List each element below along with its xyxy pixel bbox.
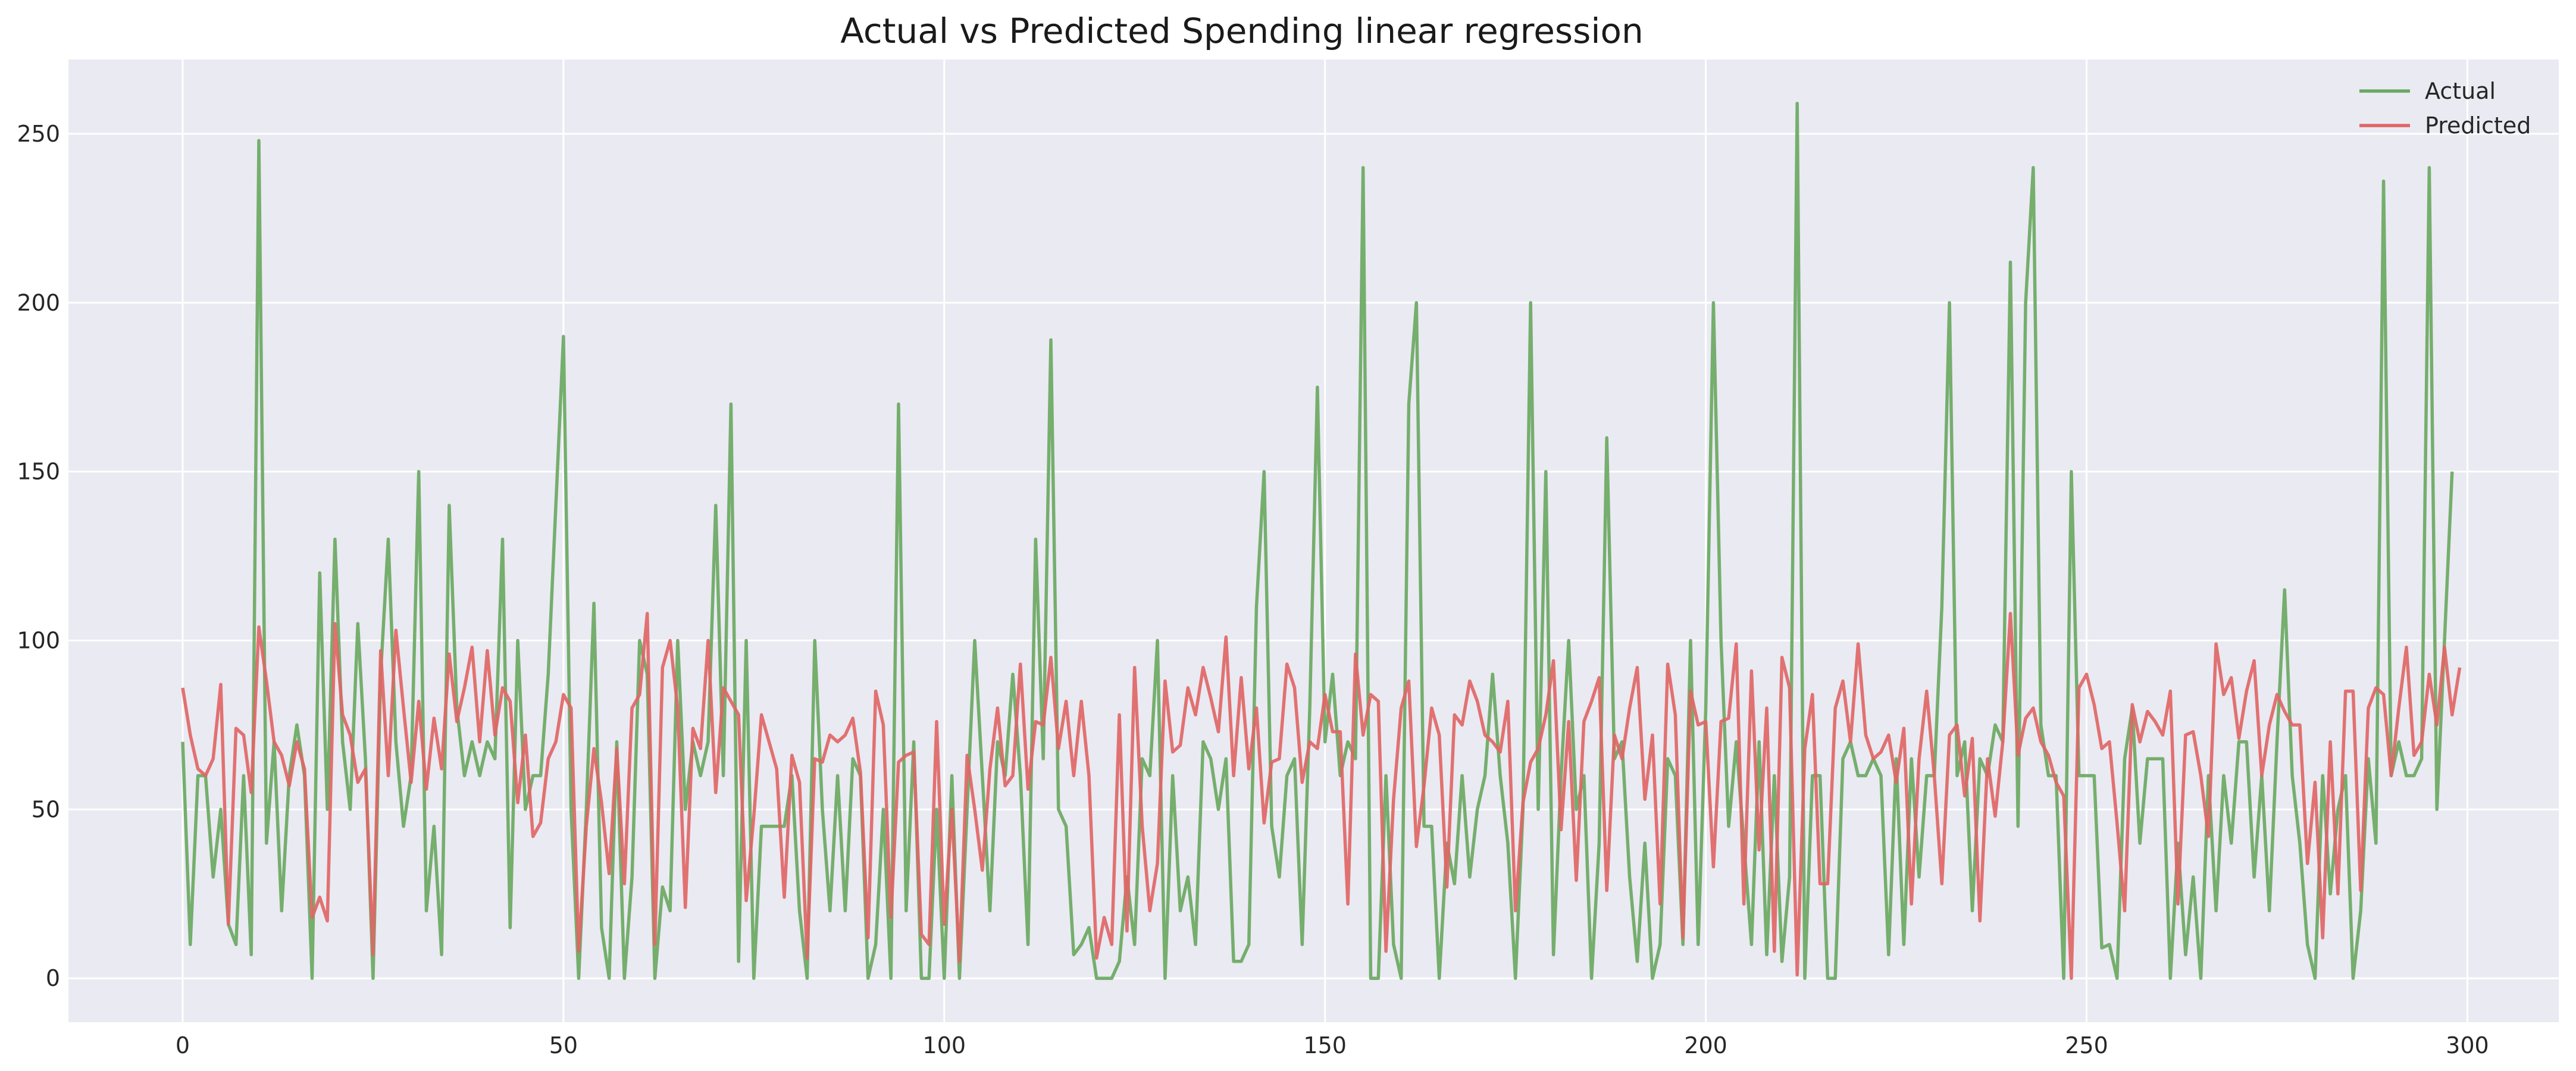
legend: Actual Predicted (2359, 78, 2531, 139)
x-tick-label: 150 (1303, 1032, 1347, 1059)
x-tick-label: 100 (923, 1032, 966, 1059)
legend-label-predicted: Predicted (2425, 112, 2531, 139)
chart-title: Actual vs Predicted Spending linear regr… (840, 11, 1643, 51)
x-tick-label: 200 (1684, 1032, 1727, 1059)
grid-lines (68, 60, 2559, 1022)
legend-label-actual: Actual (2425, 78, 2496, 104)
y-tick-label: 200 (17, 290, 60, 316)
x-tick-label: 300 (2446, 1032, 2489, 1059)
y-tick-label: 100 (17, 627, 60, 653)
y-tick-label: 150 (17, 459, 60, 485)
tick-labels: 0 50 100 150 200 250 300 0 50 100 150 200 250 (17, 121, 2489, 1059)
series-line-actual (181, 102, 2454, 980)
x-tick-label: 50 (549, 1032, 578, 1059)
y-tick-label: 250 (17, 121, 60, 147)
y-tick-label: 50 (32, 796, 60, 822)
y-tick-label: 0 (46, 965, 60, 991)
series-lines (181, 102, 2462, 980)
x-tick-label: 250 (2065, 1032, 2108, 1059)
series-line-predicted (181, 612, 2462, 980)
x-tick-label: 0 (176, 1032, 190, 1059)
